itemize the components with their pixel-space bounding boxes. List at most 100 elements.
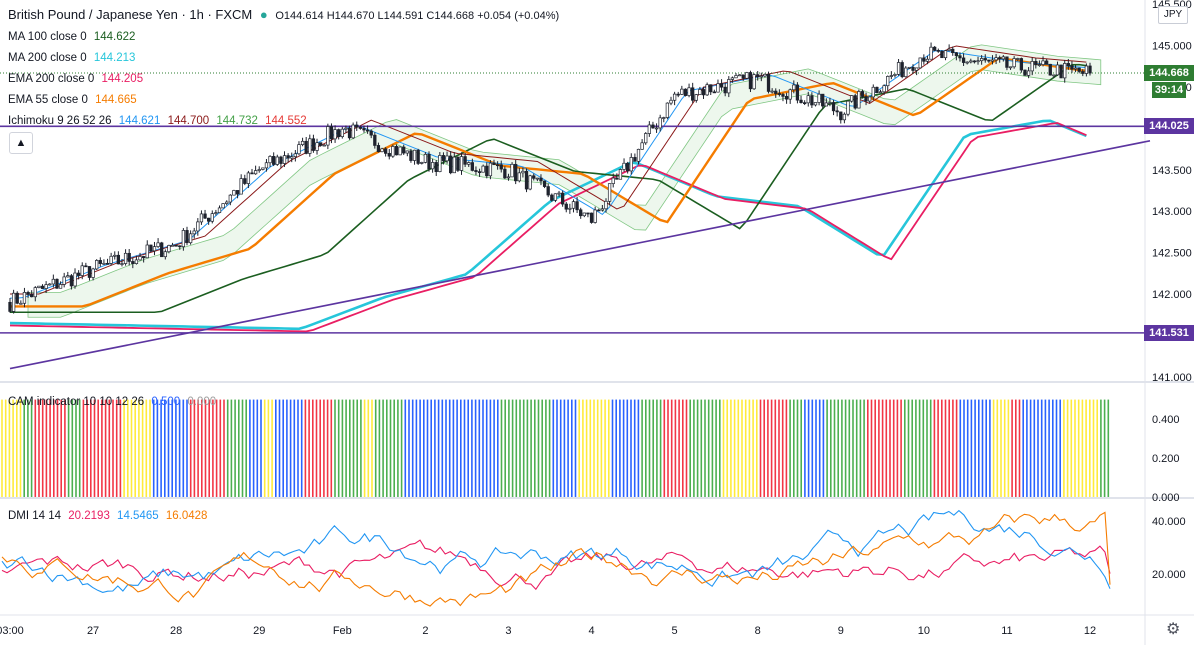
candle-body xyxy=(575,201,579,211)
legend-value: 144.621 xyxy=(118,115,161,127)
legend-label: DMI 14 14 xyxy=(8,510,62,522)
candle-body xyxy=(1012,58,1016,68)
countdown-tag: 39:14 xyxy=(1152,82,1186,98)
candle-body xyxy=(763,73,767,77)
candle-body xyxy=(806,95,810,104)
candle-body xyxy=(427,153,431,170)
x-tick-label: Feb xyxy=(333,625,352,637)
candle-body xyxy=(524,170,529,190)
legend-ma100[interactable]: MA 100 close 0 144.622 xyxy=(8,30,139,44)
candle-body xyxy=(113,254,117,257)
candle-body xyxy=(369,130,373,136)
candle-body xyxy=(849,95,854,102)
candle-body xyxy=(470,162,474,171)
legend-ma200[interactable]: MA 200 close 0 144.213 xyxy=(8,51,139,65)
candle-body xyxy=(680,88,684,95)
candle-body xyxy=(1070,65,1074,70)
candle-body xyxy=(795,84,800,101)
candle-body xyxy=(640,142,644,150)
y-tick-label: 142.500 xyxy=(1152,248,1192,260)
gear-icon[interactable]: ⚙ xyxy=(1166,621,1181,638)
legend-dmi[interactable]: DMI 14 14 20.2193 14.5465 16.0428 xyxy=(8,509,211,523)
ema200-line xyxy=(9,122,1087,333)
candle-body xyxy=(221,203,225,209)
candle-body xyxy=(546,186,550,196)
candle-body xyxy=(315,142,319,151)
y-tick-label: 143.000 xyxy=(1152,206,1192,218)
candle-body xyxy=(499,164,503,170)
candle-body xyxy=(810,95,814,106)
legend-ema55[interactable]: EMA 55 close 0 144.665 xyxy=(8,93,141,107)
candle-body xyxy=(1059,64,1063,79)
candle-body xyxy=(860,91,865,97)
candle-body xyxy=(1026,70,1031,76)
candle-body xyxy=(990,59,995,62)
legend-label: EMA 200 close 0 xyxy=(8,73,95,85)
candle-body xyxy=(651,124,655,129)
candle-body xyxy=(1041,60,1045,65)
candle-body xyxy=(318,142,323,146)
candle-body xyxy=(676,93,680,96)
legend-ichimoku[interactable]: Ichimoku 9 26 52 26 144.621 144.700 144.… xyxy=(8,114,311,128)
candle-body xyxy=(402,146,406,154)
dmi-line-di xyxy=(1,509,1111,593)
candle-body xyxy=(76,272,81,276)
legend-value: 144.700 xyxy=(167,115,210,127)
candle-body xyxy=(355,124,359,128)
last-price-tag: 144.668 xyxy=(1144,65,1194,81)
candle-body xyxy=(629,157,633,172)
candle-body xyxy=(250,172,254,175)
y-tick-label: 141.000 xyxy=(1152,372,1192,384)
x-tick-label: 28 xyxy=(170,625,182,637)
legend-value: 14.5465 xyxy=(117,510,159,522)
legend-value: 144.665 xyxy=(95,94,137,106)
candle-body xyxy=(134,259,139,264)
candle-body xyxy=(441,155,446,162)
candle-body xyxy=(1077,67,1081,72)
candle-body xyxy=(398,146,402,156)
candle-body xyxy=(748,72,753,90)
candle-body xyxy=(976,60,980,63)
candle-body xyxy=(644,133,648,144)
legend-value: 0.500 xyxy=(151,396,181,408)
candle-body xyxy=(199,213,204,223)
candle-body xyxy=(495,164,500,167)
candle-body xyxy=(1030,61,1034,72)
candle-body xyxy=(98,260,102,264)
x-tick-label: 29 xyxy=(253,625,265,637)
candle-body xyxy=(87,266,92,278)
candle-body xyxy=(141,256,146,259)
candle-body xyxy=(752,74,756,90)
legend-label: EMA 55 close 0 xyxy=(8,94,88,106)
candle-body xyxy=(535,177,540,180)
candle-body xyxy=(286,155,290,159)
candle-body xyxy=(904,67,908,78)
candle-body xyxy=(712,91,716,94)
candle-body xyxy=(528,175,532,190)
candle-body xyxy=(777,93,782,95)
currency-badge[interactable]: JPY xyxy=(1158,6,1188,24)
candle-body xyxy=(232,190,236,196)
candle-body xyxy=(44,284,48,289)
candle-body xyxy=(716,83,720,93)
candle-body xyxy=(618,169,623,180)
candle-body xyxy=(723,86,727,94)
legend-ema200[interactable]: EMA 200 close 0 144.205 xyxy=(8,72,147,86)
collapse-legend-button[interactable]: ▲ xyxy=(9,132,33,154)
candle-body xyxy=(66,275,70,278)
candle-body xyxy=(705,84,709,96)
ichimoku-cloud xyxy=(27,44,1102,318)
x-tick-label: 4 xyxy=(588,625,594,637)
candle-body xyxy=(492,162,496,166)
candle-body xyxy=(886,76,890,87)
candle-body xyxy=(839,111,843,121)
candle-body xyxy=(463,156,467,165)
candle-body xyxy=(571,201,576,209)
candle-body xyxy=(30,294,34,298)
x-tick-label: 5 xyxy=(672,625,678,637)
candle-body xyxy=(709,84,713,93)
candle-body xyxy=(878,91,883,94)
legend-label: CAM indicator 10 10 12 26 xyxy=(8,396,145,408)
legend-cam[interactable]: CAM indicator 10 10 12 26 0.500 0.000 xyxy=(8,395,220,409)
